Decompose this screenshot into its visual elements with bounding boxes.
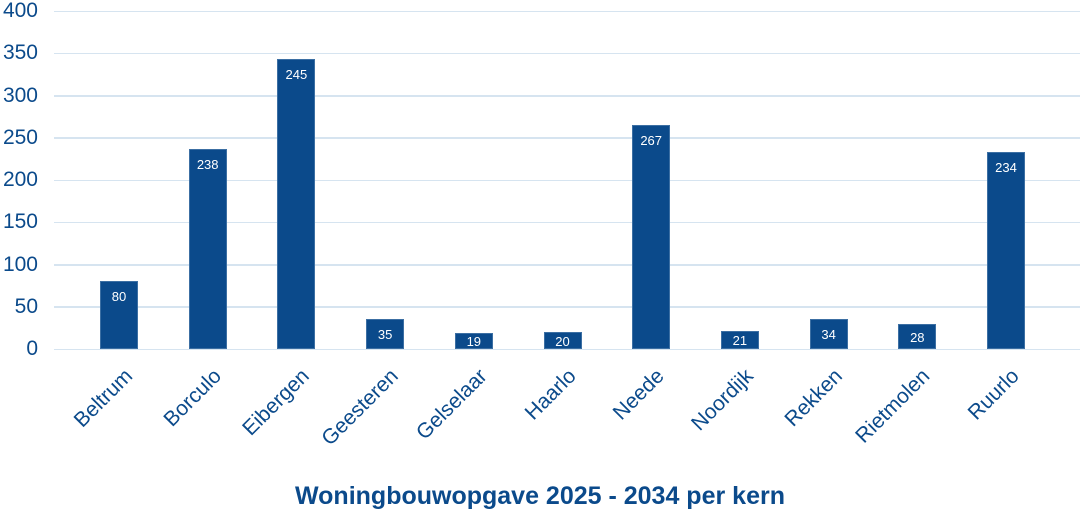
data-label: 80: [111, 288, 127, 304]
bar-neede: 267: [632, 125, 671, 349]
bar-haarlo: 20: [543, 332, 582, 349]
x-tick-label: Haarlo: [520, 364, 581, 425]
gridline: [54, 221, 1080, 224]
data-label: 245: [285, 67, 308, 83]
x-tick-label: Beltrum: [69, 364, 138, 432]
y-tick-label: 400: [2, 0, 38, 22]
data-label: 28: [910, 329, 925, 345]
x-tick-label: Neede: [608, 364, 669, 425]
bar-noordijk: 21: [720, 331, 759, 349]
gridline: [54, 179, 1080, 181]
data-label: 238: [196, 156, 219, 172]
data-label: 234: [995, 160, 1017, 176]
data-label: 35: [377, 327, 393, 343]
gridline: [54, 95, 1080, 97]
gridline: [54, 10, 1080, 12]
gridline: [54, 348, 1080, 350]
x-tick-label: Rekken: [779, 364, 847, 432]
gridline: [54, 52, 1080, 55]
data-label: 34: [821, 327, 836, 343]
y-tick-label: 350: [2, 41, 38, 65]
gridline: [54, 264, 1080, 266]
x-tick-label: Eibergen: [238, 364, 315, 441]
x-tick-label: Rietmolen: [851, 364, 935, 448]
y-tick-label: 150: [2, 210, 38, 234]
bar-ruurlo: 234: [987, 152, 1025, 349]
data-label: 19: [466, 333, 482, 349]
bar-rekken: 34: [809, 319, 848, 349]
bar-beltrum: 80: [100, 280, 138, 349]
bar-rietmolen: 28: [898, 324, 937, 349]
bar-gelselaar: 19: [454, 332, 493, 349]
x-tick-label: Noordijk: [686, 364, 758, 436]
x-tick-label: Gelselaar: [411, 364, 492, 445]
x-tick-label: Borculo: [159, 364, 226, 432]
bar-eibergen: 245: [277, 59, 316, 349]
y-tick-label: 100: [2, 252, 38, 276]
data-label: 267: [640, 133, 663, 149]
y-tick-label: 200: [2, 168, 38, 191]
gridline: [54, 137, 1080, 139]
bar-borculo: 238: [188, 148, 227, 349]
y-tick-label: 300: [2, 83, 38, 107]
y-tick-label: 250: [2, 125, 38, 149]
x-tick-label: Ruurlo: [963, 364, 1024, 425]
chart-title: Woningbouwopgave 2025 - 2034 per kern: [295, 482, 785, 510]
x-tick-label: Geesteren: [317, 364, 403, 451]
y-tick-label: 0: [26, 337, 38, 360]
y-tick-label: 50: [14, 294, 38, 318]
data-label: 21: [732, 333, 748, 349]
data-label: 20: [555, 333, 570, 349]
bar-geesteren: 35: [366, 319, 405, 349]
gridline: [54, 306, 1080, 308]
